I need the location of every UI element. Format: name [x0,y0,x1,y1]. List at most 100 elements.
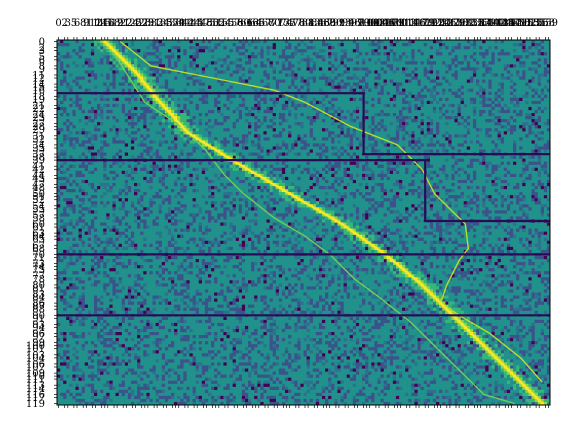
heatmap-cell [112,155,116,159]
heatmap-cell [93,262,98,266]
heatmap-cell [207,179,212,184]
heatmap-cell [429,164,434,168]
heatmap-cell [81,262,85,266]
heatmap-cell [226,255,230,260]
heatmap-cell [448,134,452,138]
heatmap-cell [454,64,458,68]
heatmap-cell [331,201,335,205]
heatmap-cell [155,67,159,71]
heatmap-cell [371,128,375,132]
heatmap-cell [506,106,511,111]
heatmap-cell [281,140,286,144]
heatmap-cell [186,173,190,178]
heatmap-cell [78,143,82,147]
heatmap-cell [238,289,243,293]
heatmap-cell [177,265,181,269]
heatmap-cell [251,231,255,235]
heatmap-cell [130,40,135,44]
heatmap-cell [87,70,92,74]
heatmap-cell [506,289,511,293]
heatmap-cell [337,106,341,111]
heatmap-cell [451,255,455,260]
heatmap-cell [155,79,159,83]
heatmap-cell [306,286,310,290]
heatmap-cell [331,46,335,50]
heatmap-cell [201,271,206,275]
heatmap-cell [124,228,129,232]
heatmap-cell [183,49,187,53]
heatmap-cell [155,283,159,287]
heatmap-cell [423,268,427,272]
heatmap-cell [241,231,246,235]
heatmap-cell [368,143,372,147]
heatmap-cell [174,76,178,80]
heatmap-cell [482,91,486,95]
heatmap-cell [395,228,400,232]
heatmap-cell [281,55,286,59]
heatmap-cell [331,182,335,187]
heatmap-cell [78,295,82,299]
heatmap-cell [115,131,119,135]
heatmap-cell [257,280,261,284]
heatmap-cell [189,152,193,156]
heatmap-cell [143,109,147,114]
heatmap-cell [303,310,307,314]
heatmap-cell [69,155,73,159]
heatmap-cell [420,88,424,92]
heatmap-cell [451,268,455,272]
heatmap-cell [254,207,258,211]
heatmap-cell [294,237,298,241]
heatmap-cell [346,268,350,272]
heatmap-cell [217,265,221,269]
heatmap-cell [297,61,301,65]
heatmap-cell [321,304,326,308]
heatmap-cell [405,61,409,65]
heatmap-cell [362,67,366,71]
heatmap-cell [251,152,255,156]
heatmap-cell [167,49,172,53]
heatmap-cell [103,249,107,254]
heatmap-cell [389,204,393,208]
heatmap-cell [355,316,360,320]
heatmap-cell [485,207,489,211]
heatmap-cell [164,198,169,202]
heatmap-cell [198,237,202,241]
heatmap-cell [275,265,279,269]
heatmap-cell [325,106,329,111]
heatmap-cell [543,298,548,302]
heatmap-cell [417,292,421,296]
heatmap-cell [171,125,175,129]
heatmap-cell [325,301,329,305]
heatmap-cell [328,280,332,284]
heatmap-cell [254,234,258,238]
heatmap-cell [275,152,279,156]
heatmap-cell [417,219,421,223]
heatmap-cell [226,192,230,196]
heatmap-cell [146,319,150,324]
heatmap-cell [109,280,113,284]
heatmap-cell [288,204,292,208]
heatmap-cell [349,140,353,144]
heatmap-cell [112,228,116,232]
heatmap-cell [531,295,535,299]
heatmap-cell [241,228,246,232]
heatmap-cell [485,134,489,138]
heatmap-cell [223,195,227,199]
heatmap-cell [448,225,452,229]
heatmap-cell [402,307,406,311]
heatmap-cell [226,304,230,308]
heatmap-cell [537,255,541,260]
heatmap-cell [97,152,101,156]
heatmap-cell [257,100,261,105]
heatmap-cell [377,173,381,178]
heatmap-cell [426,173,430,178]
heatmap-cell [174,213,178,217]
heatmap-cell [343,195,347,199]
heatmap-cell [503,179,508,184]
heatmap-cell [244,61,249,65]
heatmap-cell [525,204,529,208]
heatmap-cell [355,106,360,111]
heatmap-cell [402,246,406,251]
heatmap-cell [121,46,125,50]
heatmap-cell [177,55,181,59]
